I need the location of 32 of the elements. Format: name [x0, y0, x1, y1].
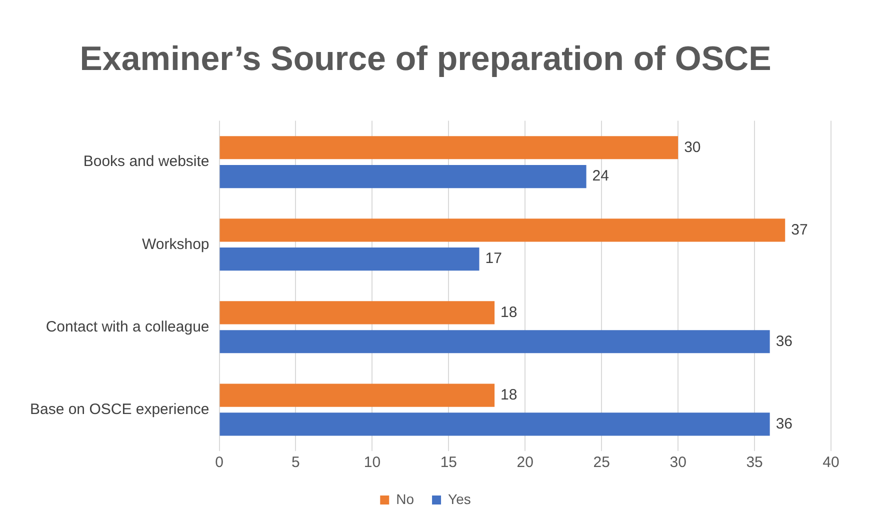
bar	[220, 412, 770, 436]
x-tick-label: 10	[364, 454, 381, 472]
chart-title: Examiner’s Source of preparation of OSCE	[80, 40, 772, 78]
y-tick-label: Workshop	[142, 236, 210, 253]
bar	[220, 136, 678, 160]
x-tick-label: 0	[215, 454, 224, 472]
data-label: 24	[592, 168, 609, 185]
bar	[220, 248, 480, 271]
x-tick-label: 5	[292, 454, 300, 472]
bar	[220, 301, 495, 324]
x-tick-label: 15	[440, 454, 458, 472]
bar	[220, 384, 495, 407]
data-label: 37	[791, 221, 808, 238]
data-label: 17	[485, 250, 502, 268]
x-tick-label: 20	[516, 454, 534, 472]
y-tick-label: Contact with a colleague	[46, 318, 210, 336]
data-label: 18	[500, 304, 518, 321]
y-tick-label: Base on OSCE experience	[30, 400, 210, 418]
data-label: 36	[776, 415, 793, 432]
x-tick-label: 40	[822, 454, 840, 472]
legend-label: Yes	[448, 490, 471, 507]
bar	[220, 330, 770, 354]
bar	[220, 164, 586, 188]
x-tick-label: 35	[746, 454, 763, 472]
x-tick-label: 30	[670, 454, 686, 472]
data-label: 18	[500, 386, 518, 404]
data-label: 30	[684, 138, 701, 156]
bar	[220, 218, 786, 242]
y-tick-label: Books and website	[83, 153, 210, 170]
legend-label: No	[396, 490, 414, 507]
data-label: 36	[776, 332, 793, 350]
x-tick-label: 25	[593, 454, 610, 472]
